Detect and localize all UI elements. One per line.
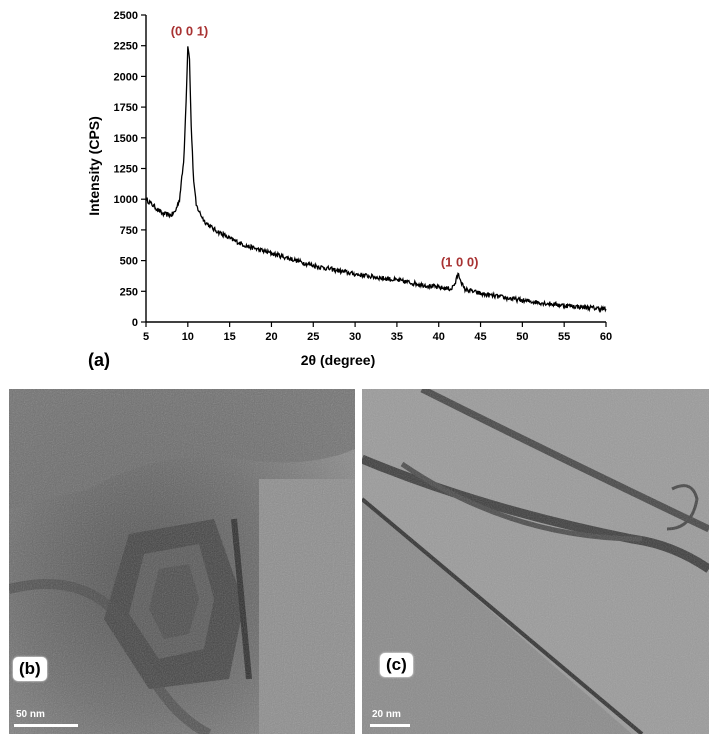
panel-label-c: (c): [380, 653, 413, 677]
y-tick-label: 1500: [114, 133, 138, 145]
panel-label-a: (a): [88, 350, 110, 370]
y-axis-title: Intensity (CPS): [86, 116, 102, 216]
y-axis-ticks: 0 250 500 750 1000 1250 1500 1750 2000 2250 2500: [114, 10, 146, 329]
x-tick-label: 5: [143, 331, 149, 343]
y-tick-label: 250: [120, 286, 138, 298]
scale-bar-label-c: 20 nm: [372, 709, 401, 720]
y-tick-label: 0: [132, 317, 138, 329]
y-tick-label: 500: [120, 256, 138, 268]
y-tick-label: 750: [120, 225, 138, 237]
x-axis-title: 2θ (degree): [301, 352, 375, 368]
plot-area: [145, 15, 607, 323]
peak-label: (0 0 1): [171, 24, 209, 39]
scale-bar-c: [370, 724, 410, 727]
tem-texture-b: [9, 389, 355, 734]
tem-texture-c: [362, 389, 709, 734]
xrd-chart: 0 250 500 750 1000 1250 1500 1750 2000 2250 2500 5…: [86, 10, 612, 370]
scale-bar-b: [14, 724, 78, 727]
y-tick-label: 1250: [114, 164, 138, 176]
peak-label: (1 0 0): [441, 254, 479, 269]
y-tick-label: 2250: [114, 41, 138, 53]
x-tick-label: 20: [265, 331, 277, 343]
x-tick-label: 40: [433, 331, 445, 343]
tem-image-c: (c) 20 nm: [362, 389, 709, 734]
x-tick-label: 35: [391, 331, 403, 343]
x-tick-label: 15: [224, 331, 236, 343]
y-tick-label: 1750: [114, 102, 138, 114]
series-line: [145, 46, 607, 313]
y-tick-label: 2500: [114, 10, 138, 22]
x-tick-label: 50: [516, 331, 528, 343]
x-tick-label: 60: [600, 331, 612, 343]
x-tick-label: 45: [474, 331, 486, 343]
x-axis-ticks: 5 10 15 20 25 30 35 40 45 50 55 60: [143, 322, 612, 343]
scale-bar-label-b: 50 nm: [16, 709, 45, 720]
x-tick-label: 25: [307, 331, 319, 343]
x-tick-label: 10: [182, 331, 194, 343]
panel-label-b: (b): [13, 657, 47, 681]
y-tick-label: 2000: [114, 71, 138, 83]
x-tick-label: 30: [349, 331, 361, 343]
tem-image-b: (b) 50 nm: [9, 389, 355, 734]
y-tick-label: 1000: [114, 194, 138, 206]
x-tick-label: 55: [558, 331, 570, 343]
peak-annotations: (0 0 1) (1 0 0): [171, 24, 479, 270]
